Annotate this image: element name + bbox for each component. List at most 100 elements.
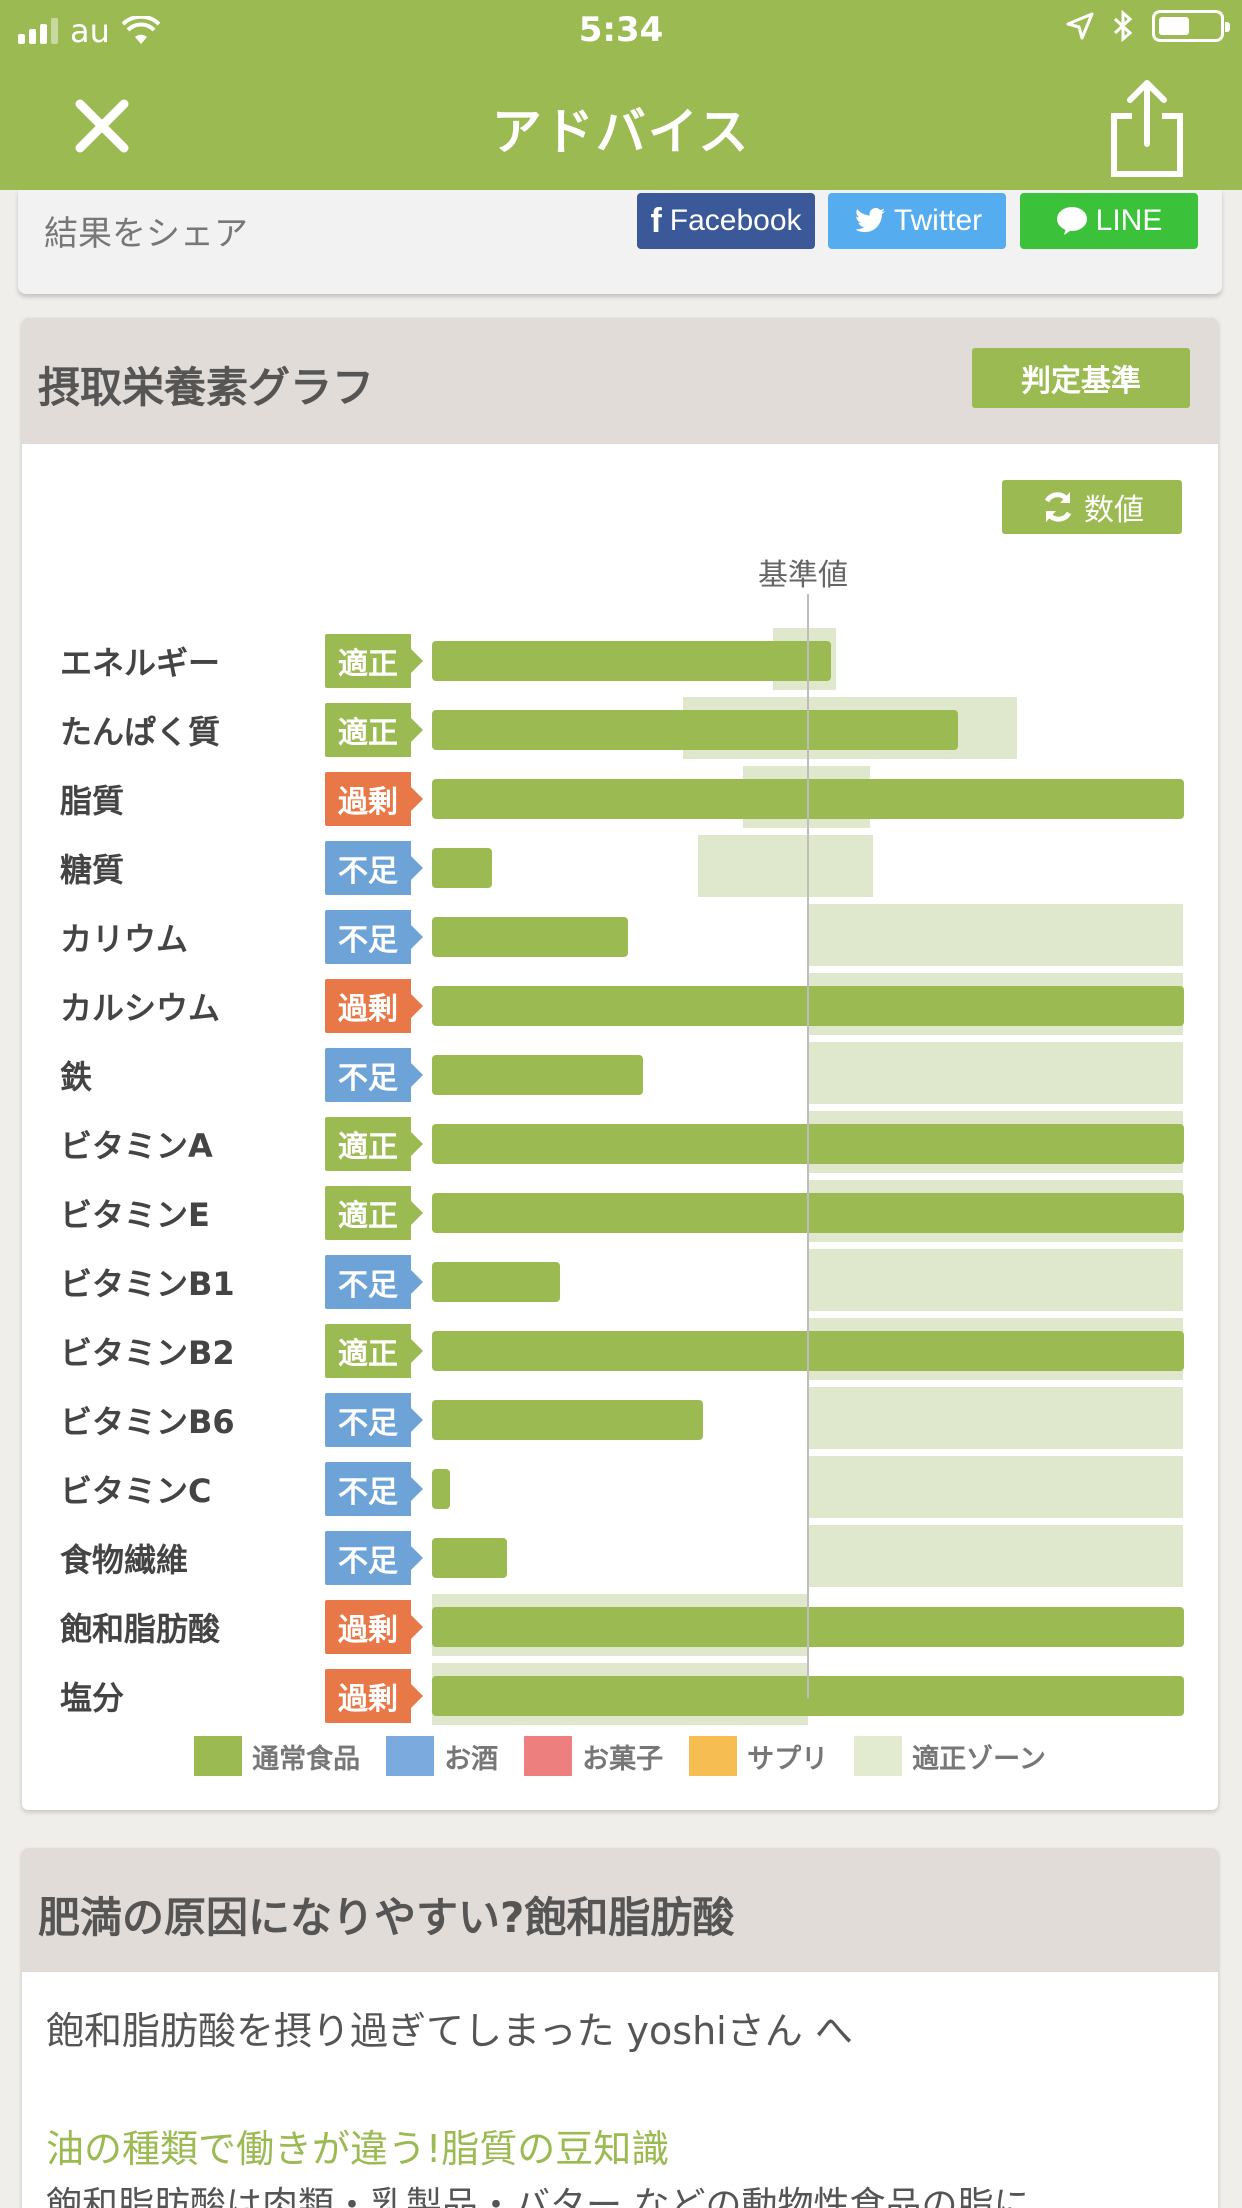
status-badge: 適正 bbox=[325, 634, 423, 688]
legend-item-food: 通常食品 bbox=[194, 1736, 360, 1776]
status-badge: 過剰 bbox=[325, 1669, 423, 1723]
nutrient-name: 鉄 bbox=[60, 1058, 93, 1096]
intake-bar bbox=[432, 1055, 643, 1095]
appropriate-zone bbox=[808, 1525, 1183, 1587]
criteria-button[interactable]: 判定基準 bbox=[972, 348, 1190, 408]
nutrient-row: 塩分 過剰 bbox=[22, 1663, 1218, 1725]
legend-item-snacks: お菓子 bbox=[524, 1736, 663, 1776]
status-badge: 不足 bbox=[325, 1462, 423, 1516]
status-badge: 適正 bbox=[325, 1324, 423, 1378]
nutrient-name: ビタミンB1 bbox=[60, 1265, 235, 1303]
location-arrow-icon bbox=[1066, 12, 1094, 40]
status-badge: 適正 bbox=[325, 1117, 423, 1171]
twitter-bird-icon bbox=[854, 208, 885, 233]
legend-item-alcohol: お酒 bbox=[386, 1736, 498, 1776]
advice-body: 飽和脂肪酸は肉類・乳製品・バター などの動物性食品の脂に bbox=[46, 2185, 1030, 2208]
status-badge: 不足 bbox=[325, 910, 423, 964]
legend-item-supplement: サプリ bbox=[689, 1736, 828, 1776]
intake-bar bbox=[432, 1400, 703, 1440]
legend-label: お酒 bbox=[444, 1743, 499, 1775]
legend: 通常食品 お酒 お菓子 サプリ 適正ゾーン bbox=[22, 1736, 1218, 1776]
legend-label: 適正ゾーン bbox=[912, 1743, 1046, 1775]
nutrient-name: ビタミンA bbox=[60, 1127, 213, 1165]
share-icon[interactable] bbox=[1102, 78, 1192, 178]
reference-line bbox=[807, 594, 809, 1698]
refresh-icon bbox=[1044, 492, 1072, 522]
legend-label: 通常食品 bbox=[252, 1743, 361, 1775]
intake-bar bbox=[432, 710, 958, 750]
status-badge: 過剰 bbox=[325, 772, 423, 826]
appropriate-zone bbox=[698, 835, 873, 897]
graph-card-header: 摂取栄養素グラフ 判定基準 bbox=[22, 318, 1218, 444]
appropriate-zone bbox=[808, 1042, 1183, 1104]
line-bubble-icon bbox=[1056, 207, 1087, 235]
intake-bar bbox=[432, 1538, 507, 1578]
nutrient-name: 脂質 bbox=[60, 782, 125, 820]
nutrient-name: たんぱく質 bbox=[60, 713, 221, 751]
reference-label: 基準値 bbox=[758, 558, 848, 593]
twitter-label: Twitter bbox=[893, 204, 983, 237]
nutrient-name: ビタミンE bbox=[60, 1196, 210, 1234]
appropriate-zone bbox=[808, 1387, 1183, 1449]
clock: 5:34 bbox=[578, 10, 664, 50]
intake-bar bbox=[432, 1262, 560, 1302]
nutrient-name: ビタミンC bbox=[60, 1472, 212, 1510]
nutrient-row: ビタミンB1 不足 bbox=[22, 1249, 1218, 1311]
nutrient-row: ビタミンA 適正 bbox=[22, 1111, 1218, 1173]
bluetooth-icon bbox=[1113, 10, 1133, 42]
carrier-label: au bbox=[70, 12, 110, 50]
legend-label: サプリ bbox=[747, 1743, 829, 1775]
status-badge: 適正 bbox=[325, 703, 423, 757]
nutrient-name: エネルギー bbox=[60, 644, 221, 682]
status-badge: 不足 bbox=[325, 1048, 423, 1102]
nutrient-row: ビタミンC 不足 bbox=[22, 1456, 1218, 1518]
legend-item-zone: 適正ゾーン bbox=[854, 1736, 1046, 1776]
nutrient-row: 鉄 不足 bbox=[22, 1042, 1218, 1104]
nav-bar: アドバイス bbox=[0, 62, 1242, 190]
nutrient-row: 糖質 不足 bbox=[22, 835, 1218, 897]
nutrient-row: たんぱく質 適正 bbox=[22, 697, 1218, 759]
nutrient-name: カルシウム bbox=[60, 989, 221, 1027]
battery-icon bbox=[1152, 10, 1230, 42]
status-badge: 過剰 bbox=[325, 979, 423, 1033]
intake-bar bbox=[432, 641, 831, 681]
share-label: 結果をシェア bbox=[44, 214, 248, 254]
status-bar: au 5:34 bbox=[0, 0, 1242, 62]
appropriate-zone bbox=[808, 904, 1183, 966]
nutrient-row: 脂質 過剰 bbox=[22, 766, 1218, 828]
nutrient-row: ビタミンE 適正 bbox=[22, 1180, 1218, 1242]
appropriate-zone bbox=[808, 1249, 1183, 1311]
nutrient-row: カルシウム 過剰 bbox=[22, 973, 1218, 1035]
status-badge: 過剰 bbox=[325, 1600, 423, 1654]
value-toggle-button[interactable]: 数値 bbox=[1002, 480, 1182, 534]
nutrient-row: 食物繊維 不足 bbox=[22, 1525, 1218, 1587]
appropriate-zone bbox=[808, 1456, 1183, 1518]
nutrient-graph-card: 摂取栄養素グラフ 判定基準 数値 基準値 エネルギー 適正 たんぱく質 適正 脂質 過剰糖… bbox=[22, 318, 1218, 1810]
advice-title: 肥満の原因になりやすい?飽和脂肪酸 bbox=[38, 1893, 735, 1942]
graph-title: 摂取栄養素グラフ bbox=[38, 363, 375, 412]
line-label: LINE bbox=[1095, 204, 1163, 237]
status-badge: 不足 bbox=[325, 1393, 423, 1447]
nutrient-name: 塩分 bbox=[60, 1679, 125, 1717]
nutrient-name: 飽和脂肪酸 bbox=[60, 1610, 221, 1648]
advice-card: 肥満の原因になりやすい?飽和脂肪酸 飽和脂肪酸を摂り過ぎてしまった yoshiさ… bbox=[22, 1848, 1218, 2208]
intake-bar bbox=[432, 917, 628, 957]
nutrient-name: 糖質 bbox=[60, 851, 125, 889]
intake-bar bbox=[432, 1469, 450, 1509]
nutrient-row: カリウム 不足 bbox=[22, 904, 1218, 966]
nutrient-row: エネルギー 適正 bbox=[22, 628, 1218, 690]
advice-subheading[interactable]: 油の種類で働きが違う!脂質の豆知識 bbox=[46, 2127, 670, 2171]
facebook-label: Facebook bbox=[669, 204, 802, 237]
nutrient-row: ビタミンB2 適正 bbox=[22, 1318, 1218, 1380]
facebook-share-button[interactable]: f Facebook bbox=[637, 193, 815, 249]
value-button-label: 数値 bbox=[1084, 493, 1144, 528]
line-share-button[interactable]: LINE bbox=[1020, 193, 1198, 249]
nutrient-name: 食物繊維 bbox=[60, 1541, 189, 1579]
nutrient-name: ビタミンB6 bbox=[60, 1403, 235, 1441]
twitter-share-button[interactable]: Twitter bbox=[828, 193, 1006, 249]
advice-greeting: 飽和脂肪酸を摂り過ぎてしまった yoshiさん へ bbox=[46, 2009, 853, 2053]
intake-bar bbox=[432, 848, 492, 888]
page-title: アドバイス bbox=[491, 103, 751, 161]
close-icon[interactable] bbox=[60, 84, 144, 168]
nutrient-name: ビタミンB2 bbox=[60, 1334, 235, 1372]
